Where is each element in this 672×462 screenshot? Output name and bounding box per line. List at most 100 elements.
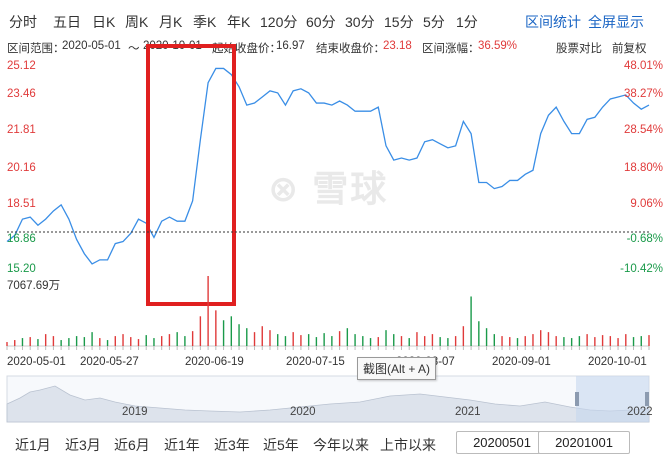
tab-five-day[interactable]: 五日 [53, 14, 81, 30]
volume-bar [516, 338, 519, 346]
volume-bar [540, 330, 542, 346]
watermark-logo: ⊗ 雪球 [268, 160, 388, 212]
volume-bar [331, 336, 333, 346]
volume-bar [532, 334, 534, 346]
volume-bar [362, 336, 364, 346]
volume-bar [470, 296, 472, 346]
price-line [6, 67, 650, 265]
volume-bar [485, 328, 488, 346]
volume-bar [277, 334, 279, 346]
tab-minute[interactable]: 分时 [9, 14, 37, 30]
date-to-input[interactable] [538, 431, 630, 454]
volume-bar [14, 340, 16, 346]
volume-bar [83, 337, 86, 346]
range-5y-button[interactable]: 近5年 [263, 437, 299, 453]
tab-30min[interactable]: 30分 [345, 14, 375, 30]
volume-bar [338, 331, 341, 346]
date-from-input[interactable] [456, 431, 548, 454]
nav-year-2020: 2020 [290, 406, 316, 418]
volume-bar [617, 338, 619, 346]
navigator[interactable] [6, 375, 650, 423]
range-6m-button[interactable]: 近6月 [114, 437, 150, 453]
range-since-listing-button[interactable]: 上市以来 [380, 437, 436, 453]
volume-bar [168, 334, 171, 346]
volume-bar [37, 339, 39, 346]
volume-bar [570, 338, 573, 346]
y-left-3: 20.16 [7, 162, 36, 174]
volume-bar [29, 337, 31, 346]
tab-week-k[interactable]: 周K [125, 14, 149, 30]
volume-bar [215, 310, 217, 346]
navigator-selection[interactable] [576, 376, 649, 422]
volume-bar [447, 338, 449, 346]
volume-bar [408, 338, 410, 346]
volume-bar [68, 338, 70, 346]
y-right-3: 18.80% [623, 162, 663, 174]
tab-month-k[interactable]: 月K [159, 14, 183, 30]
volume-bar [160, 336, 163, 346]
tab-15min[interactable]: 15分 [384, 14, 414, 30]
volume-bar [137, 339, 140, 346]
volume-bar [199, 316, 202, 346]
volume-bar [454, 336, 457, 346]
volume-bar [563, 337, 565, 346]
volume-bar [153, 338, 155, 346]
tab-quarter-k[interactable]: 季K [193, 14, 217, 30]
volume-bar [400, 336, 403, 346]
nav-year-2021: 2021 [455, 406, 481, 418]
y-left-5: 16.86 [7, 233, 36, 245]
fullscreen-button[interactable]: 全屏显示 [588, 14, 644, 30]
volume-bar [416, 332, 418, 346]
volume-bar [191, 331, 194, 346]
y-right-0: 48.01% [623, 60, 663, 72]
interval-stats-button[interactable]: 区间统计 [525, 14, 581, 30]
volume-bar [594, 337, 596, 346]
volume-bar [509, 337, 511, 346]
volume-bar [586, 334, 588, 346]
volume-bar [75, 336, 78, 346]
volume-bar [222, 320, 225, 346]
tab-1min[interactable]: 1分 [456, 14, 478, 30]
navigator-handle-right[interactable] [645, 392, 649, 406]
range-3m-button[interactable]: 近3月 [65, 437, 101, 453]
compare-button[interactable]: 股票对比 [556, 43, 602, 55]
volume-bar [601, 335, 604, 346]
y-right-4: 9.06% [630, 198, 663, 210]
volume-max-label: 7067.69万 [7, 280, 61, 292]
range-1y-button[interactable]: 近1年 [164, 437, 200, 453]
volume-bar [625, 334, 627, 346]
tab-60min[interactable]: 60分 [306, 14, 336, 30]
volume-bar [547, 332, 550, 346]
change-label: 区间涨幅： [422, 43, 480, 55]
volume-bar [145, 335, 147, 346]
volume-bar [423, 336, 426, 346]
volume-bar [207, 276, 209, 346]
volume-bar [300, 335, 302, 346]
volume-bar [253, 332, 256, 346]
tab-5min[interactable]: 5分 [423, 14, 445, 30]
volume-bar [385, 330, 387, 346]
x-label-6: 2020-10-01 [588, 356, 647, 368]
volume-bar [52, 336, 55, 346]
tab-day-k[interactable]: 日K [92, 14, 116, 30]
range-3y-button[interactable]: 近3年 [214, 437, 250, 453]
end-close-label: 结束收盘价： [316, 43, 385, 55]
x-label-2: 2020-06-19 [185, 356, 244, 368]
tab-120min[interactable]: 120分 [260, 14, 298, 30]
range-ytd-button[interactable]: 今年以来 [313, 437, 369, 453]
x-label-3: 2020-07-15 [286, 356, 345, 368]
navigator-handle-left[interactable] [575, 392, 579, 406]
adjust-button[interactable]: 前复权 [612, 43, 647, 55]
nav-year-2022: 2022 [627, 406, 653, 418]
volume-bar [632, 337, 635, 346]
watermark-icon: ⊗ [268, 168, 301, 209]
volume-bar [114, 336, 116, 346]
range-label: 区间范围： [7, 43, 65, 55]
x-label-5: 2020-09-01 [492, 356, 551, 368]
tab-year-k[interactable]: 年K [227, 14, 251, 30]
y-right-5: -0.68% [626, 233, 663, 245]
start-close-value: 16.97 [276, 40, 305, 52]
volume-bar [6, 342, 8, 346]
range-1m-button[interactable]: 近1月 [15, 437, 51, 453]
